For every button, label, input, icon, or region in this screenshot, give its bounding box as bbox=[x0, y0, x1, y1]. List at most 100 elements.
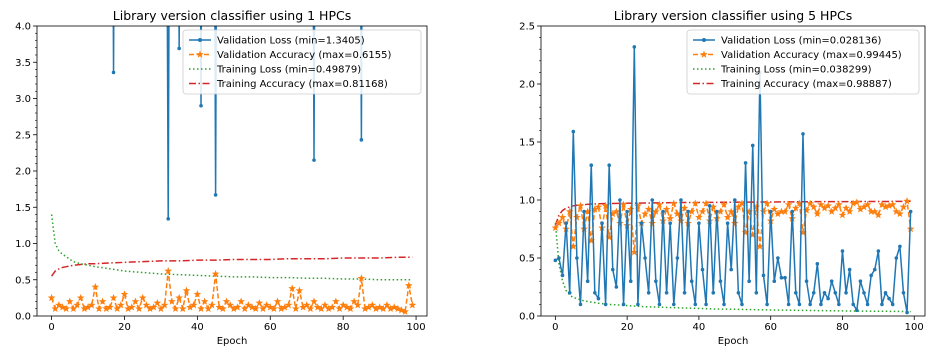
data-point bbox=[551, 223, 560, 232]
data-point bbox=[397, 306, 406, 314]
data-point bbox=[350, 297, 358, 305]
legend-label: Validation Accuracy (max=0.99445) bbox=[721, 50, 902, 61]
legend-label: Validation Loss (min=0.028136) bbox=[721, 36, 882, 47]
y-tick-label: 1.5 bbox=[15, 203, 31, 214]
data-point bbox=[593, 291, 597, 295]
data-point bbox=[754, 291, 759, 295]
data-point bbox=[113, 304, 121, 312]
data-point bbox=[822, 291, 827, 295]
y-tick-label: 0.0 bbox=[519, 312, 535, 323]
y-tick-label: 4.0 bbox=[15, 22, 31, 33]
data-point bbox=[632, 45, 637, 49]
data-point bbox=[677, 216, 685, 225]
data-point bbox=[853, 198, 861, 206]
y-tick-label: 0.0 bbox=[15, 312, 31, 323]
legend-label: Training Accuracy (max=0.98887) bbox=[720, 79, 892, 90]
data-point bbox=[833, 291, 838, 295]
data-point bbox=[383, 301, 391, 309]
data-point bbox=[589, 163, 594, 167]
data-point bbox=[571, 129, 576, 134]
data-point bbox=[84, 303, 92, 311]
data-point bbox=[364, 303, 373, 311]
y-tick-label: 3.0 bbox=[15, 94, 31, 105]
data-point bbox=[560, 273, 565, 278]
series-line bbox=[50, 256, 413, 277]
data-point bbox=[786, 302, 791, 307]
data-point bbox=[691, 199, 700, 207]
data-point bbox=[809, 202, 818, 211]
data-point bbox=[87, 301, 96, 309]
data-point bbox=[792, 204, 800, 212]
data-point bbox=[302, 301, 311, 309]
data-point bbox=[840, 249, 845, 253]
plot-area bbox=[47, 26, 417, 315]
y-tick-label: 2.0 bbox=[519, 80, 535, 91]
data-point bbox=[193, 290, 202, 298]
data-point bbox=[328, 303, 337, 311]
data-point bbox=[146, 304, 154, 312]
data-point bbox=[673, 209, 682, 218]
data-point bbox=[558, 213, 567, 221]
data-point bbox=[62, 304, 70, 312]
data-point bbox=[756, 242, 764, 250]
data-point bbox=[616, 219, 624, 227]
data-point bbox=[743, 161, 748, 165]
data-point bbox=[666, 214, 674, 222]
data-point bbox=[76, 293, 85, 302]
data-point bbox=[872, 267, 877, 272]
data-point bbox=[91, 283, 100, 291]
data-point bbox=[186, 303, 194, 311]
data-point bbox=[842, 204, 850, 212]
data-point bbox=[306, 304, 315, 312]
data-point bbox=[711, 291, 716, 295]
data-point bbox=[142, 301, 151, 309]
data-point bbox=[768, 209, 773, 214]
data-point bbox=[801, 132, 805, 136]
data-point bbox=[175, 293, 183, 302]
data-point bbox=[47, 293, 56, 302]
data-point bbox=[357, 274, 366, 282]
data-point bbox=[295, 286, 304, 294]
data-point bbox=[770, 205, 779, 213]
data-point bbox=[621, 302, 626, 307]
data-point bbox=[208, 301, 216, 309]
data-point bbox=[310, 297, 318, 305]
data-point bbox=[73, 301, 81, 309]
data-point bbox=[120, 290, 129, 298]
data-point bbox=[628, 279, 633, 284]
data-point bbox=[819, 302, 823, 307]
data-point bbox=[80, 304, 89, 312]
x-tick-label: 80 bbox=[836, 322, 849, 333]
x-tick-label: 40 bbox=[693, 322, 706, 333]
data-point bbox=[661, 209, 665, 214]
data-point bbox=[847, 267, 852, 272]
chart-panel-2: Library version classifier using 5 HPCs 0… bbox=[519, 8, 926, 347]
data-point bbox=[695, 213, 703, 221]
data-point bbox=[636, 302, 640, 307]
data-point bbox=[781, 207, 789, 215]
legend: Validation Loss (min=0.028136) Validation… bbox=[686, 29, 920, 95]
data-point bbox=[582, 209, 586, 214]
data-point bbox=[204, 304, 213, 312]
series-line bbox=[554, 223, 911, 313]
data-point bbox=[600, 221, 604, 225]
x-axis-label: Epoch bbox=[718, 336, 749, 347]
data-point bbox=[168, 297, 176, 305]
data-point bbox=[794, 291, 798, 295]
data-point bbox=[157, 304, 165, 312]
data-point bbox=[860, 202, 868, 211]
data-point bbox=[646, 291, 651, 295]
data-point bbox=[353, 301, 362, 309]
data-point bbox=[702, 199, 710, 207]
data-point bbox=[386, 304, 395, 312]
data-point bbox=[372, 304, 380, 312]
data-point bbox=[601, 201, 610, 210]
data-point bbox=[741, 228, 750, 236]
data-point bbox=[888, 200, 897, 208]
data-point bbox=[610, 267, 615, 272]
data-point bbox=[127, 303, 136, 311]
data-point bbox=[603, 302, 608, 307]
data-point bbox=[281, 303, 289, 311]
data-point bbox=[102, 304, 111, 312]
